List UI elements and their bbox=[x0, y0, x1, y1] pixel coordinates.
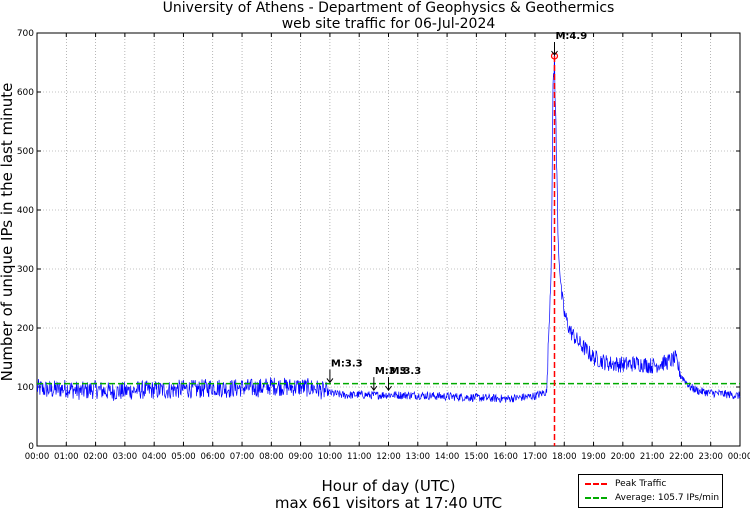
x-tick-label: 16:00 bbox=[493, 452, 518, 462]
annotation-arrowhead bbox=[551, 50, 558, 56]
chart-title: University of Athens - Department of Geo… bbox=[162, 0, 615, 16]
x-tick-label: 00:00 bbox=[25, 452, 50, 462]
x-axis-label: Hour of day (UTC) bbox=[321, 477, 456, 495]
legend-peak-swatch bbox=[585, 483, 607, 485]
y-tick-label: 100 bbox=[17, 383, 34, 393]
x-tick-label: 14:00 bbox=[435, 452, 460, 462]
legend: Peak Traffic Average: 105.7 IPs/min bbox=[578, 474, 723, 508]
chart-subtitle: web site traffic for 06-Jul-2024 bbox=[281, 16, 496, 32]
x-tick-label: 02:00 bbox=[83, 452, 108, 462]
x-tick-label: 06:00 bbox=[201, 452, 226, 462]
x-tick-label: 10:00 bbox=[318, 452, 343, 462]
x-tick-label: 22:00 bbox=[669, 452, 694, 462]
x-tick-label: 04:00 bbox=[142, 452, 167, 462]
annotation-arrowhead bbox=[326, 378, 334, 384]
x-tick-label: 11:00 bbox=[347, 452, 372, 462]
x-tick-label: 00:00 bbox=[728, 452, 750, 462]
y-tick-label: 200 bbox=[17, 324, 34, 334]
x-tick-label: 07:00 bbox=[230, 452, 255, 462]
x-tick-label: 08:00 bbox=[259, 452, 284, 462]
legend-average-label: Average: 105.7 IPs/min bbox=[615, 493, 720, 503]
legend-peak-label: Peak Traffic bbox=[615, 479, 667, 489]
max-visitors-caption: max 661 visitors at 17:40 UTC bbox=[274, 494, 503, 512]
traffic-series-line bbox=[36, 49, 741, 404]
x-tick-label: 12:00 bbox=[376, 452, 401, 462]
x-tick-label: 19:00 bbox=[581, 452, 606, 462]
legend-item-average: Average: 105.7 IPs/min bbox=[585, 492, 719, 504]
x-tick-label: 17:00 bbox=[523, 452, 548, 462]
x-tick-label: 13:00 bbox=[406, 452, 431, 462]
annotation-label: M:4.9 bbox=[555, 31, 587, 42]
y-tick-label: 700 bbox=[17, 29, 34, 39]
y-tick-label: 300 bbox=[17, 265, 34, 275]
x-tick-label: 20:00 bbox=[611, 452, 636, 462]
y-tick-label: 0 bbox=[28, 442, 34, 452]
annotation-arrowhead bbox=[385, 385, 392, 391]
annotation-label: M:3.3 bbox=[375, 366, 407, 377]
x-tick-label: 01:00 bbox=[54, 452, 79, 462]
x-tick-label: 18:00 bbox=[552, 452, 577, 462]
x-tick-label: 03:00 bbox=[113, 452, 138, 462]
y-tick-label: 600 bbox=[17, 88, 34, 98]
legend-item-peak: Peak Traffic bbox=[585, 478, 666, 490]
annotation-label: M:3.3 bbox=[331, 358, 363, 369]
y-tick-label: 400 bbox=[17, 206, 34, 216]
x-tick-label: 23:00 bbox=[698, 452, 723, 462]
x-tick-label: 09:00 bbox=[288, 452, 313, 462]
x-tick-label: 15:00 bbox=[464, 452, 489, 462]
y-tick-label: 500 bbox=[17, 147, 34, 157]
x-tick-label: 05:00 bbox=[171, 452, 196, 462]
annotation-label: M:3.3 bbox=[390, 366, 422, 377]
legend-average-swatch bbox=[585, 497, 607, 499]
annotation-arrowhead bbox=[370, 385, 378, 391]
x-tick-label: 21:00 bbox=[640, 452, 665, 462]
